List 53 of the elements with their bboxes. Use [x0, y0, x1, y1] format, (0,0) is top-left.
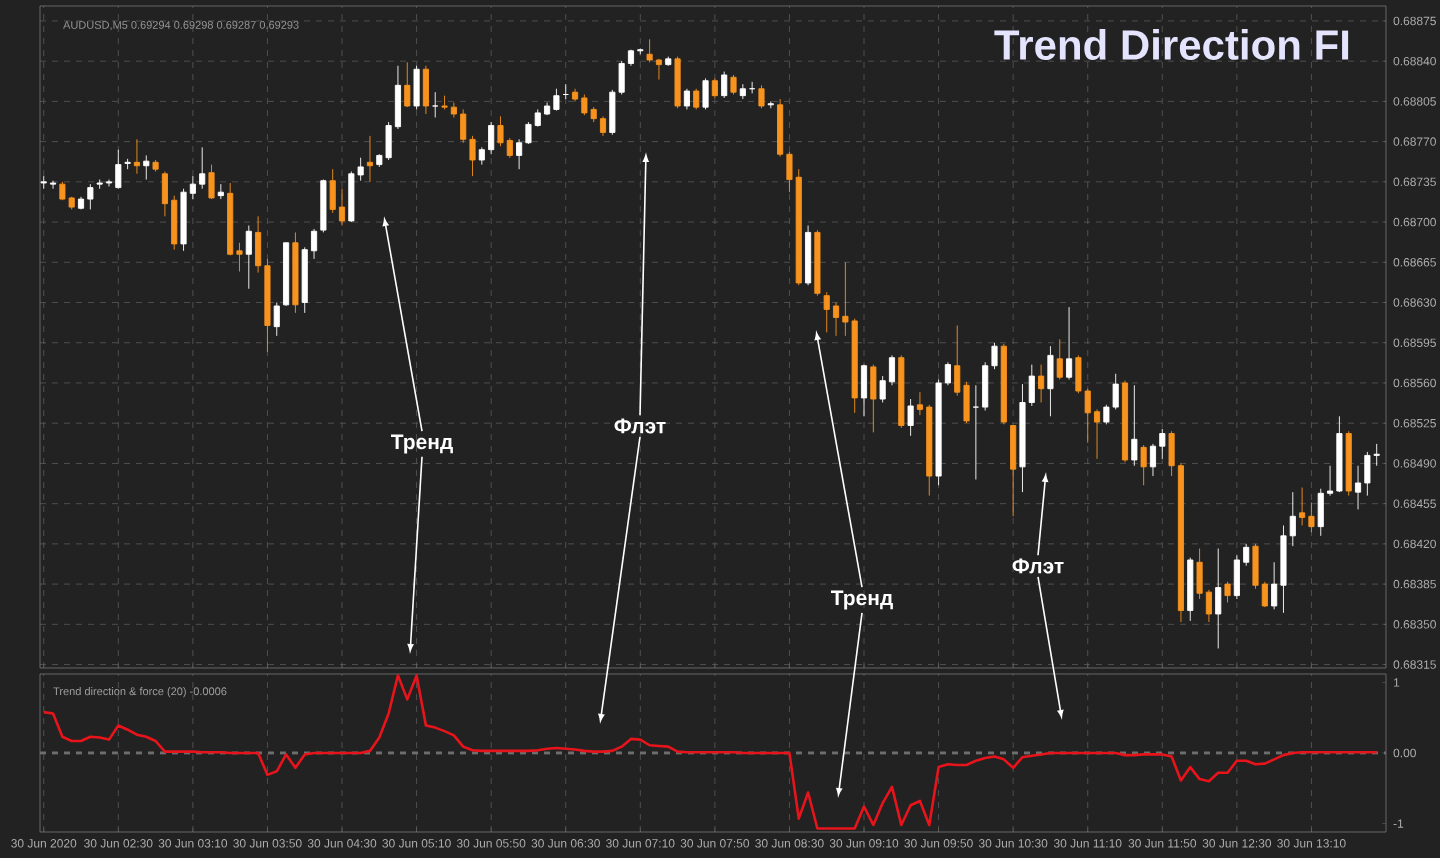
- candlestick: [1187, 557, 1194, 622]
- annotation: Тренд: [830, 590, 893, 610]
- candlestick: [805, 225, 812, 286]
- candlestick: [665, 56, 672, 67]
- candlestick: [749, 81, 756, 94]
- candlestick: [1010, 425, 1017, 517]
- candlestick: [432, 91, 439, 118]
- candlestick: [273, 302, 280, 337]
- candlestick: [1066, 306, 1073, 380]
- candlestick: [133, 138, 141, 175]
- candlestick: [1131, 384, 1138, 467]
- candlestick: [404, 61, 411, 108]
- candlestick: [562, 83, 569, 100]
- candlestick: [413, 65, 420, 110]
- candlestick: [702, 77, 709, 110]
- candlestick: [152, 159, 159, 172]
- candlestick: [124, 158, 131, 170]
- candlestick: [860, 364, 868, 417]
- candlestick: [1345, 430, 1352, 497]
- candlestick: [320, 179, 327, 233]
- candlestick: [143, 154, 150, 180]
- candlestick: [711, 77, 718, 99]
- candlestick: [898, 354, 905, 429]
- candlestick: [1121, 380, 1129, 463]
- annotation: Флэт: [614, 418, 666, 434]
- candlestick: [674, 56, 681, 109]
- candlestick: [758, 84, 765, 109]
- candlestick: [1047, 345, 1054, 417]
- candlestick: [366, 135, 374, 183]
- annotation: Флэт: [1012, 558, 1064, 574]
- candlestick: [730, 74, 737, 95]
- candlestick: [907, 398, 914, 437]
- candlestick: [422, 65, 429, 115]
- candlestick: [292, 231, 299, 314]
- candlestick: [283, 242, 290, 307]
- candlestick: [1000, 343, 1007, 425]
- candlestick: [972, 384, 979, 480]
- candlestick: [1215, 548, 1222, 649]
- candlestick: [1140, 444, 1147, 486]
- candlestick: [693, 88, 700, 110]
- candlestick: [870, 364, 877, 433]
- candlestick: [245, 225, 252, 290]
- candlestick: [721, 71, 728, 99]
- candlestick: [217, 183, 224, 200]
- chart-title: Trend Direction FI: [994, 29, 1349, 60]
- candlestick: [739, 83, 746, 100]
- candlestick: [1038, 364, 1045, 403]
- annotation: Тренд: [390, 434, 453, 454]
- candlestick: [1224, 581, 1231, 603]
- candlestick: [683, 88, 690, 110]
- candlestick: [814, 229, 821, 297]
- candlestick: [208, 164, 215, 200]
- candlestick: [1056, 338, 1063, 380]
